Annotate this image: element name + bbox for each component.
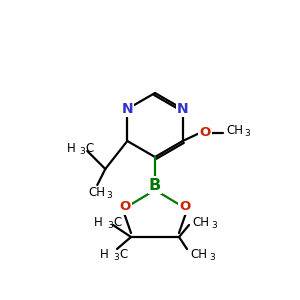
Text: N: N [122, 102, 133, 116]
Text: C: C [119, 248, 127, 262]
Text: O: O [179, 200, 191, 214]
Text: 3: 3 [107, 221, 113, 230]
Text: H: H [100, 248, 109, 262]
Text: H: H [94, 217, 103, 230]
Text: O: O [119, 200, 130, 214]
Text: N: N [177, 102, 188, 116]
Text: H: H [67, 142, 75, 155]
Text: CH: CH [190, 248, 208, 262]
Text: 3: 3 [211, 221, 217, 230]
Text: C: C [85, 142, 94, 155]
Text: CH: CH [89, 187, 106, 200]
Text: O: O [199, 127, 210, 140]
Text: CH: CH [193, 217, 209, 230]
Text: C: C [113, 217, 121, 230]
Text: 3: 3 [106, 191, 112, 200]
Text: CH: CH [226, 124, 243, 137]
Text: 3: 3 [79, 148, 85, 157]
Text: 3: 3 [113, 254, 119, 262]
Text: 3: 3 [209, 254, 215, 262]
Text: B: B [149, 178, 161, 193]
Text: 3: 3 [245, 130, 250, 139]
